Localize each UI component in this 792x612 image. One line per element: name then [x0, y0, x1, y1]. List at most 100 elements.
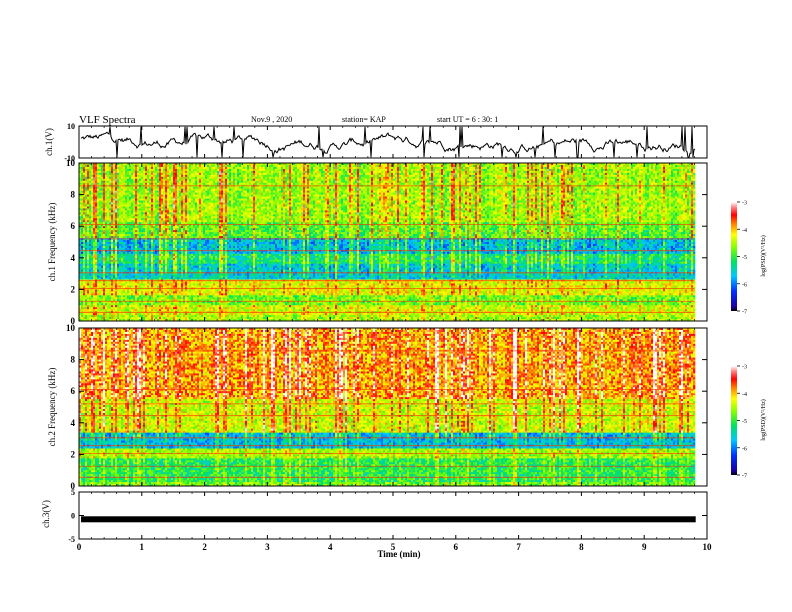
ch1-spectrogram-cell — [257, 181, 259, 183]
ch1-spectrogram-cell — [459, 169, 461, 171]
ch1-spectrogram-cell — [487, 179, 489, 181]
ch1-spectrogram-cell — [201, 183, 203, 185]
ch1-spectrogram-cell — [421, 187, 423, 189]
ch1-spectrogram-cell — [151, 167, 153, 169]
ch1-spectrogram-cell — [221, 187, 223, 189]
ch1-spectrogram-cell — [431, 167, 433, 169]
ch1-spectrogram-cell — [93, 183, 95, 185]
ch1-spectrogram-cell — [205, 171, 207, 173]
ch1-spectrogram-cell — [367, 175, 369, 177]
ch1-spectrogram-cell — [141, 171, 143, 173]
ch1-spectrogram-cell — [539, 167, 541, 169]
ch1-spectrogram-cell — [665, 181, 667, 183]
ch1-spectrogram-cell — [361, 171, 363, 173]
ch1-spectrogram-cell — [337, 169, 339, 171]
ch1-spectrogram-cell — [465, 175, 467, 177]
ch1-spectrogram-cell — [677, 183, 679, 185]
ch1-spectrogram-cell — [241, 187, 243, 189]
ch1-spectrogram-cell — [635, 165, 637, 167]
ch1-spectrogram-cell — [405, 181, 407, 183]
ch1-spectrogram-cell — [137, 175, 139, 177]
ch1-spectrogram-cell — [409, 181, 411, 183]
ch1-spectrogram-cell — [677, 175, 679, 177]
ch1-spectrogram-cell — [641, 167, 643, 169]
ch1-spectrogram-cell — [513, 181, 515, 183]
ch1-spectrogram-cell — [127, 175, 129, 177]
ch1-spectrogram-cell — [549, 165, 551, 167]
ch1-spectrogram-cell — [97, 179, 99, 181]
ch1-spectrogram-cell — [341, 165, 343, 167]
ch1-spectrogram-cell — [307, 165, 309, 167]
ch1-spectrogram-cell — [131, 187, 133, 189]
ch1-spectrogram-cell — [535, 175, 537, 177]
ch1-spectrogram-cell — [239, 187, 241, 189]
ch1-spectrogram-cell — [119, 167, 121, 169]
ch1-spectrogram-cell — [213, 177, 215, 179]
ch1-spectrogram-cell — [689, 175, 691, 177]
ch1-spectrogram-cell — [681, 179, 683, 181]
ch1-spectrogram-cell — [665, 169, 667, 171]
ch1-spectrogram-cell — [591, 175, 593, 177]
ch1-spectrogram-cell — [649, 173, 651, 175]
ch1-spectrogram-cell — [457, 177, 459, 179]
ch1-spectrogram-cell — [437, 183, 439, 185]
ch1-spectrogram-cell — [403, 171, 405, 173]
ch1-spectrogram-cell — [153, 165, 155, 167]
ch1-spectrogram-cell — [509, 177, 511, 179]
ch1-spectrogram-cell — [373, 181, 375, 183]
ch1-spectrogram-cell — [375, 181, 377, 183]
ch1-spectrogram-cell — [547, 183, 549, 185]
ch1-spectrogram-cell — [91, 165, 93, 167]
ch1-spectrogram-cell — [553, 177, 555, 179]
ch1-spectrogram-cell — [687, 181, 689, 183]
ch1-spectrogram-cell — [95, 167, 97, 169]
ch1-spectrogram-cell — [91, 179, 93, 181]
ch1-spectrogram-cell — [455, 177, 457, 179]
ch1-spectrogram-cell — [225, 167, 227, 169]
ch1-spectrogram-cell — [365, 169, 367, 171]
ch1-spectrogram-cell — [405, 165, 407, 167]
ch1-spectrogram-cell — [465, 179, 467, 181]
ch1-spectrogram-cell — [407, 183, 409, 185]
ch1-spectrogram-cell — [115, 173, 117, 175]
ch1-spectrogram-cell — [675, 165, 677, 167]
ch1-spectrogram-cell — [521, 179, 523, 181]
ch1-spectrogram-cell — [263, 165, 265, 167]
ch1-spectrogram-cell — [291, 171, 293, 173]
ch1-spectrogram-cell — [85, 169, 87, 171]
ch1-spectrogram-cell — [395, 175, 397, 177]
ch1-spectrogram-cell — [435, 169, 437, 171]
ch1-spectrogram-cell — [511, 181, 513, 183]
ch1-spectrogram-cell — [665, 179, 667, 181]
ch1-spectrogram-cell — [489, 179, 491, 181]
ch1-spectrogram-cell — [457, 167, 459, 169]
ch1-spectrogram-cell — [507, 169, 509, 171]
ch1-spectrogram-cell — [647, 181, 649, 183]
ch1-spectrogram-cell — [643, 169, 645, 171]
ch1-spectrogram-cell — [249, 183, 251, 185]
ch1-spectrogram-cell — [87, 167, 89, 169]
ch1-spectrogram-cell — [481, 167, 483, 169]
ch1-spectrogram-cell — [359, 177, 361, 179]
ch1-spectrogram-cell — [159, 177, 161, 179]
ch1-waveform-panel: 10-10 ch.1(V) — [44, 122, 707, 163]
ch1-spectrogram-cell — [161, 177, 163, 179]
ch1-spectrogram-cell — [293, 177, 295, 179]
ch1-spectrogram-cell — [105, 175, 107, 177]
ch1-spectrogram-cell — [449, 167, 451, 169]
ch1-spectrogram-cell — [551, 167, 553, 169]
ch1-spectrogram-cell — [125, 177, 127, 179]
ch1-spectrogram-cell — [315, 179, 317, 181]
ch1-spectrogram-cell — [523, 181, 525, 183]
ch1-spectrogram-cell — [543, 183, 545, 185]
ch1-spectrogram-cell — [433, 177, 435, 179]
ch1-spectrogram-cell — [283, 175, 285, 177]
ch1-spectrogram-cell — [445, 171, 447, 173]
ch1-spectrogram-cell — [645, 181, 647, 183]
ch1-spectrogram-cell — [137, 181, 139, 183]
ch1-spectrogram-cell — [153, 187, 155, 189]
ch1-spectrogram-cell — [91, 169, 93, 171]
ch1-spectrogram-cell — [673, 169, 675, 171]
ch1-spectrogram-cell — [451, 165, 453, 167]
ch1-spectrogram-cell — [309, 183, 311, 185]
